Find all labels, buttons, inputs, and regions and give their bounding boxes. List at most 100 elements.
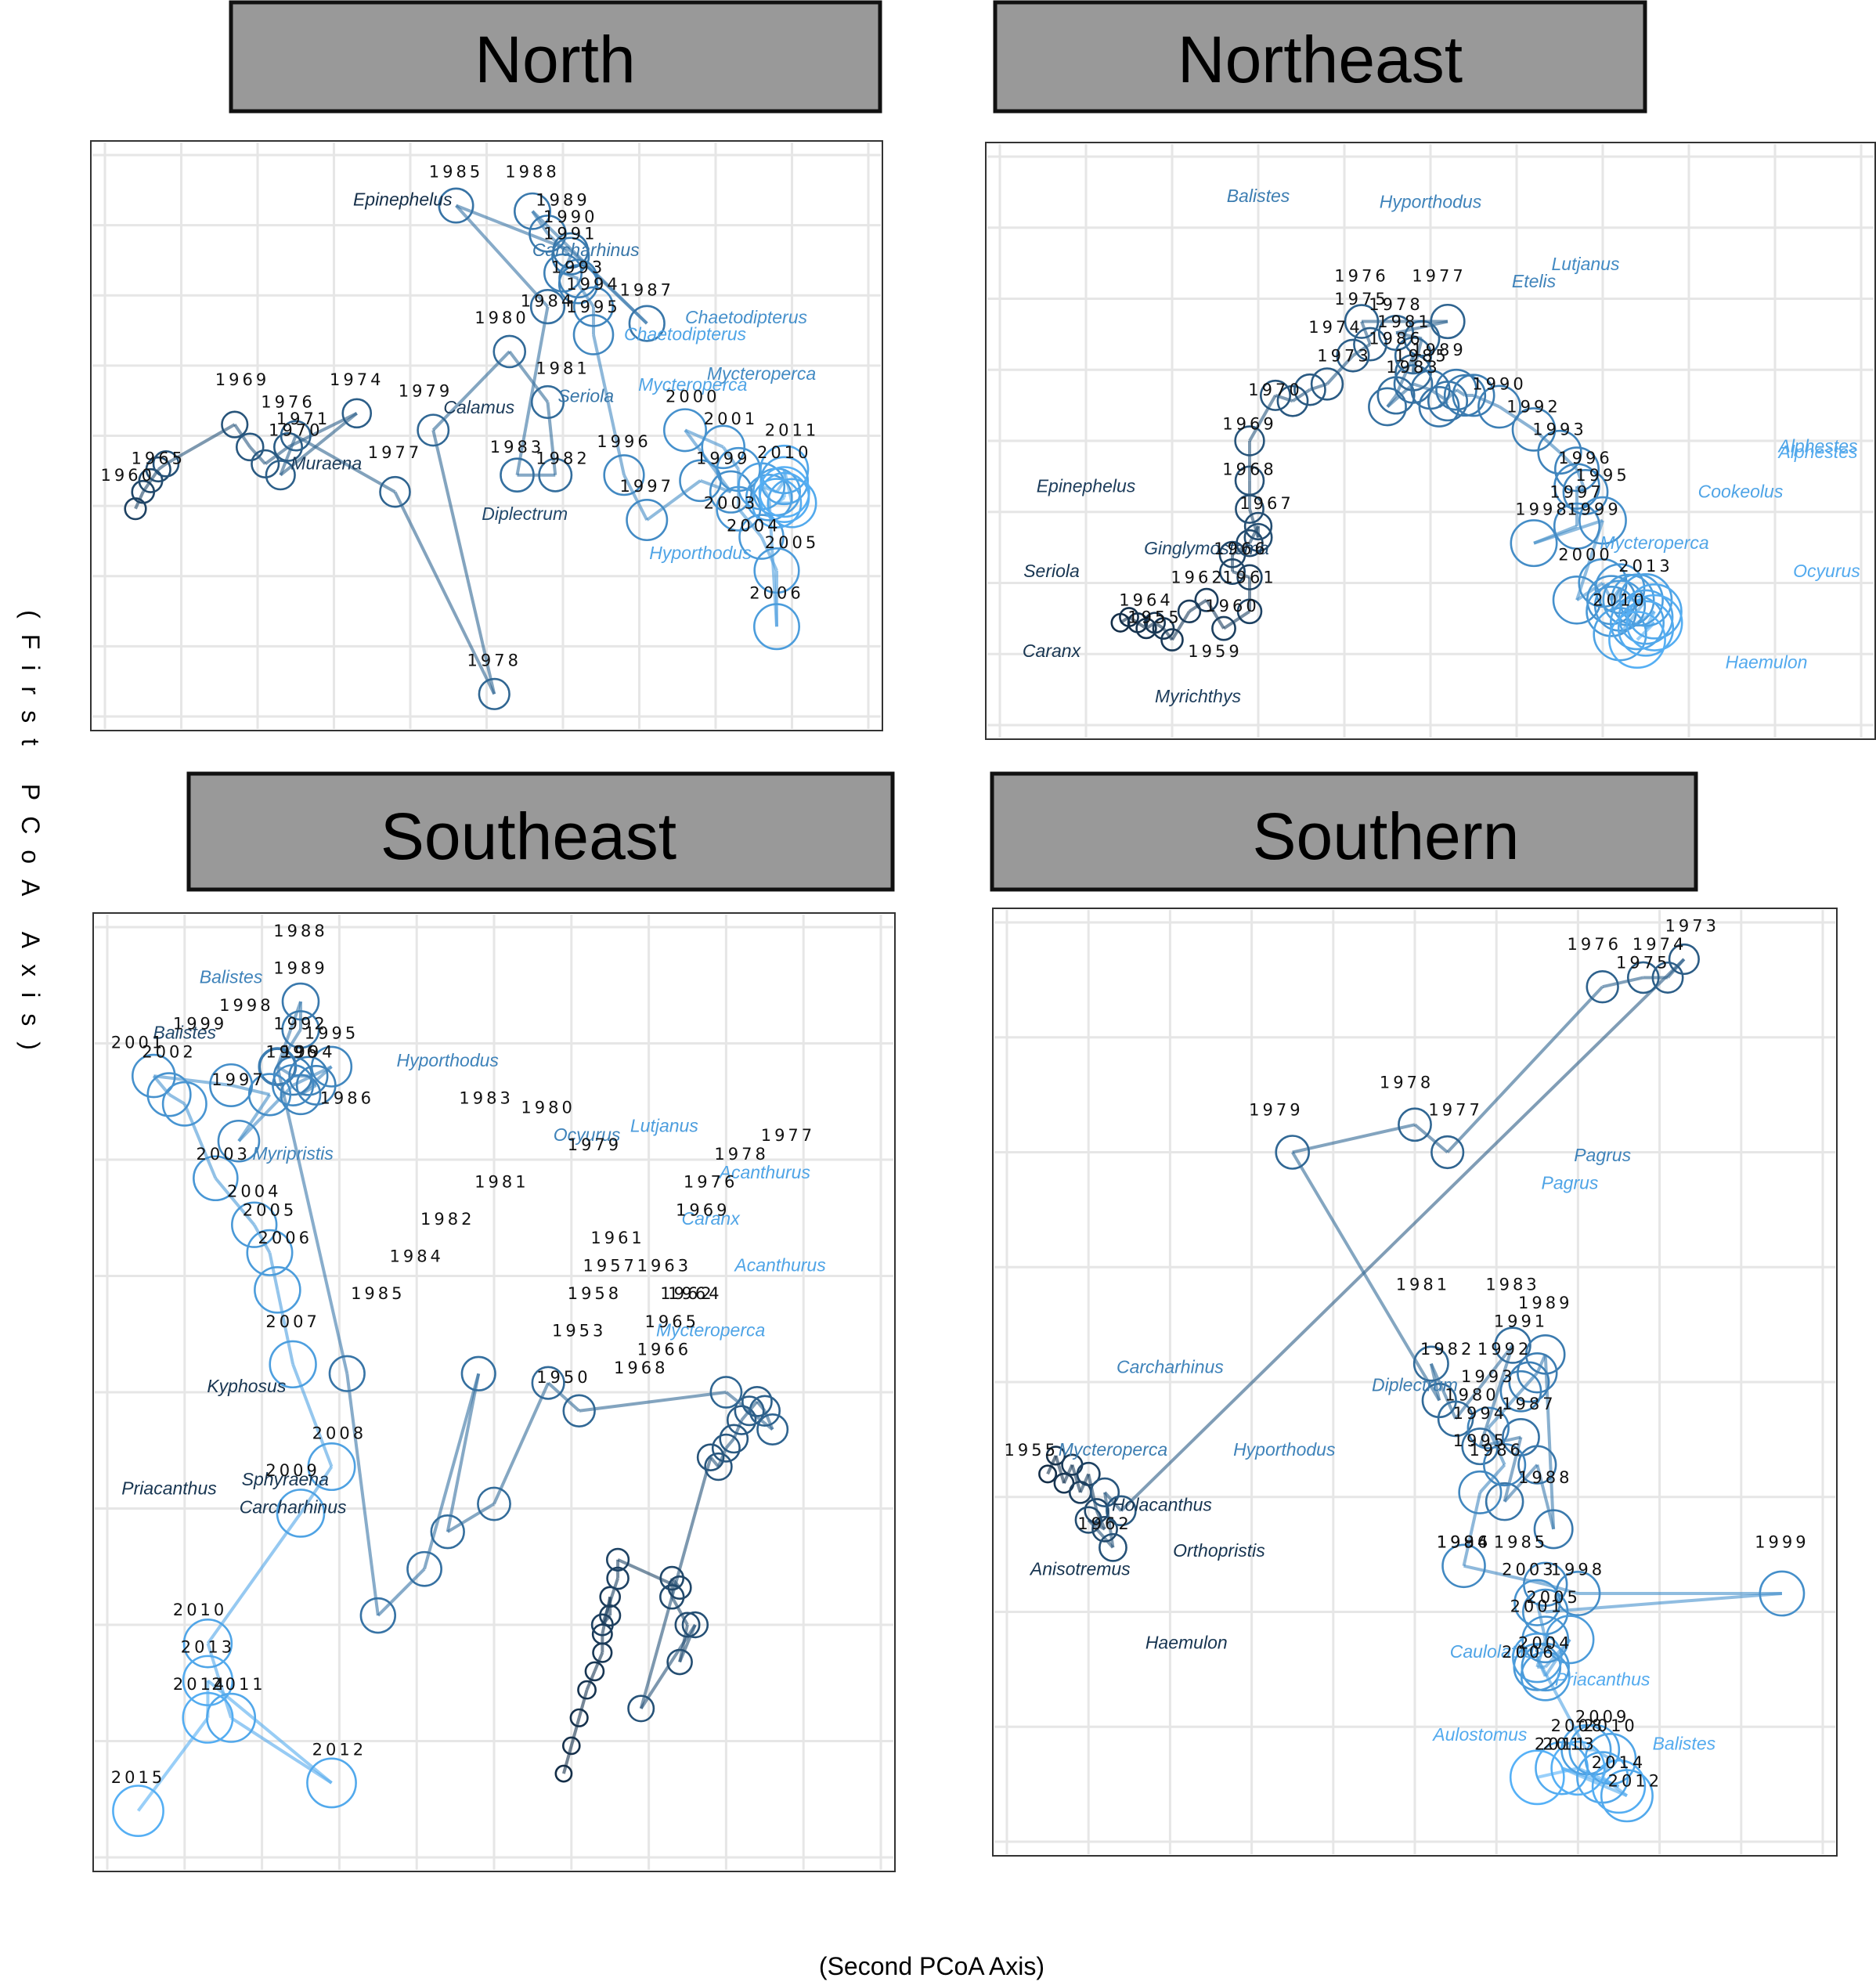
year-point <box>1194 587 1219 612</box>
trajectory-segment <box>1413 1123 1448 1154</box>
strip-north <box>229 0 882 114</box>
trajectory-segment <box>1575 468 1587 493</box>
year-point <box>206 1692 257 1743</box>
species-label: Caranx <box>1023 641 1082 661</box>
year-point <box>562 1394 596 1427</box>
trajectory-segment <box>601 1577 619 1626</box>
year-point <box>530 384 565 420</box>
year-label: 1986 <box>1369 330 1423 348</box>
trajectory-segment <box>1153 621 1165 630</box>
year-label: 2014 <box>1592 1753 1646 1772</box>
trajectory-segment <box>592 334 626 476</box>
year-label: 2010 <box>757 443 811 462</box>
trajectory-segment <box>722 446 740 471</box>
trajectory-segment <box>206 1512 302 1644</box>
year-label: 2006 <box>258 1229 312 1247</box>
year-point <box>221 410 249 439</box>
year-point <box>753 547 800 594</box>
species-label: Caulolatilus <box>1450 1641 1543 1662</box>
year-label: 1980 <box>521 1099 575 1117</box>
year-label: 2004 <box>227 1182 281 1201</box>
year-point <box>1430 303 1466 340</box>
year-label: 1985 <box>1494 1532 1548 1551</box>
year-label: 1976 <box>684 1173 738 1192</box>
species-label: Sphyraena <box>242 1469 329 1489</box>
year-point <box>1524 1334 1566 1375</box>
year-point <box>1458 1470 1503 1514</box>
trajectory-segment <box>1232 570 1250 579</box>
year-label: 1977 <box>368 443 422 462</box>
year-label: 1981 <box>1396 1276 1450 1294</box>
year-label: 2000 <box>666 387 720 406</box>
year-point <box>492 334 527 369</box>
trajectory-segment <box>1503 1463 1539 1503</box>
year-point <box>1177 599 1202 623</box>
year-label: 2002 <box>142 1042 196 1061</box>
strip-title-southern: Southern <box>1253 799 1520 873</box>
trajectory-segment <box>515 306 550 476</box>
trajectory-segment <box>1070 1464 1082 1493</box>
year-label: 1970 <box>1248 381 1302 399</box>
year-point <box>1074 1506 1102 1534</box>
year-point <box>1483 1443 1527 1487</box>
trajectory-segment <box>377 1568 426 1617</box>
plot-area-north: Epinephelus Carcharhinus ChaetodipterusCha… <box>92 143 881 729</box>
trajectory-segment <box>1120 958 1686 1512</box>
year-label: 1964 <box>668 1284 722 1303</box>
year-label: 1969 <box>1222 414 1276 433</box>
year-label: 1953 <box>552 1322 606 1341</box>
year-label: 1984 <box>521 292 575 311</box>
species-label: Acanthurus <box>733 1255 826 1276</box>
year-label: 1989 <box>1518 1294 1572 1312</box>
trajectory-segment <box>1503 1436 1523 1503</box>
year-point <box>217 1119 261 1163</box>
year-point <box>1626 961 1660 994</box>
year-label: 1995 <box>305 1024 359 1043</box>
trajectory-segment <box>561 1745 573 1774</box>
year-point <box>438 187 474 224</box>
year-label: 1996 <box>597 432 651 451</box>
year-label: 1977 <box>1428 1101 1482 1120</box>
species-label: Carcharhinus <box>240 1496 347 1517</box>
trajectory-segment <box>1054 1455 1066 1484</box>
year-point <box>1600 1769 1654 1823</box>
trajectory-segment <box>279 412 359 477</box>
year-label: 1991 <box>1494 1312 1548 1331</box>
year-point <box>577 1680 597 1700</box>
strip-title-southeast: Southeast <box>381 799 676 873</box>
trajectory-segment <box>1205 599 1225 630</box>
year-label: 1989 <box>1412 341 1466 359</box>
year-label: 2009 <box>1575 1707 1629 1726</box>
year-point <box>1625 594 1683 651</box>
year-label: 1976 <box>1568 935 1622 954</box>
year-point <box>430 1514 465 1550</box>
year-label: 1971 <box>276 410 330 428</box>
trajectory-segment <box>531 210 648 325</box>
year-label: 1966 <box>637 1340 691 1359</box>
year-point <box>606 1566 630 1590</box>
trajectory-segment <box>1528 1371 1539 1384</box>
trajectory-segment <box>622 474 649 521</box>
trajectory-segment <box>546 402 557 475</box>
year-label: 1978 <box>1369 295 1423 314</box>
year-point <box>1076 1461 1101 1486</box>
trajectory-segment <box>1386 382 1415 408</box>
year-point <box>626 499 669 542</box>
year-label: 1999 <box>1755 1532 1809 1551</box>
year-label: 2005 <box>243 1200 297 1219</box>
year-point <box>1521 1642 1570 1692</box>
species-label: Alphestes <box>1777 436 1858 457</box>
year-label: 2001 <box>704 410 758 428</box>
year-label: 2014 <box>173 1675 227 1694</box>
year-label: 2013 <box>1618 557 1672 576</box>
year-point <box>749 1395 781 1427</box>
year-label: 1978 <box>467 651 521 669</box>
year-label: 1965 <box>132 449 186 467</box>
species-label: Pagrus <box>1574 1145 1631 1165</box>
trajectory-segment <box>291 1363 334 1467</box>
trajectory-segment <box>1473 394 1500 409</box>
year-label: 1985 <box>429 163 483 182</box>
year-point <box>745 474 793 522</box>
year-point <box>759 456 810 506</box>
year-point <box>627 1694 655 1723</box>
